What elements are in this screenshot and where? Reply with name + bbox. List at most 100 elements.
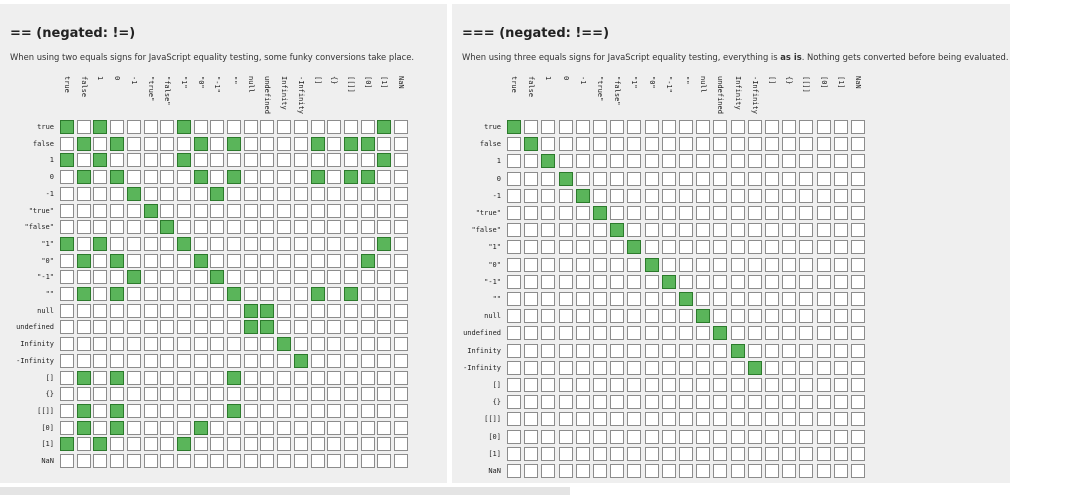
strict-cell — [507, 137, 521, 152]
strict-cell — [765, 309, 779, 324]
strict-cell — [627, 446, 642, 461]
strict-cell — [524, 171, 539, 186]
strict-cell — [799, 171, 814, 186]
strict-cell — [833, 274, 848, 289]
strict-cell — [713, 446, 728, 461]
loose-cell — [394, 420, 408, 435]
strict-cell — [747, 137, 762, 152]
strict-cell — [833, 223, 848, 238]
loose-cell — [93, 186, 108, 201]
loose-cell — [210, 253, 225, 268]
loose-cell — [343, 287, 358, 301]
loose-cell — [143, 253, 158, 268]
loose-cell — [243, 454, 258, 468]
loose-cell — [176, 153, 191, 168]
strict-cell — [851, 378, 865, 392]
loose-cell — [126, 420, 141, 435]
strict-cell — [782, 171, 797, 186]
strict-cell — [610, 412, 625, 427]
loose-cell — [377, 136, 392, 151]
strict-cell — [507, 154, 521, 169]
strict-cell — [558, 188, 573, 203]
loose-cell — [93, 320, 108, 335]
loose-cell — [394, 203, 408, 218]
loose-cell — [227, 120, 241, 134]
strict-equality-title: === (negated: !==) — [462, 26, 610, 41]
strict-row-label: "true" — [475, 209, 501, 217]
loose-cell — [76, 136, 91, 151]
strict-cell — [541, 223, 556, 238]
strict-cell — [610, 223, 625, 238]
strict-row-label: Infinity — [467, 346, 501, 355]
strict-cell — [507, 326, 521, 341]
strict-cell — [507, 412, 521, 427]
strict-cell — [833, 326, 848, 341]
strict-cell — [679, 464, 693, 478]
loose-cell — [277, 253, 292, 268]
loose-cell — [293, 153, 308, 168]
strict-col-label: null — [699, 76, 708, 93]
loose-cell — [343, 337, 358, 352]
loose-cell — [394, 170, 408, 185]
strict-cell — [696, 412, 711, 427]
loose-cell — [110, 203, 125, 218]
strict-cell — [575, 223, 590, 238]
loose-cell — [394, 387, 408, 402]
strict-cell — [765, 274, 779, 289]
loose-cell — [176, 136, 191, 151]
loose-row-label: [[]] — [37, 406, 54, 415]
loose-cell — [193, 454, 208, 468]
loose-cell — [126, 170, 141, 185]
strict-cell — [593, 274, 607, 289]
loose-cell — [193, 387, 208, 402]
strict-row-label: undefined — [463, 329, 501, 338]
strict-cell — [816, 309, 831, 324]
loose-cell — [293, 186, 308, 201]
loose-cell — [377, 403, 392, 418]
strict-cell — [679, 120, 693, 134]
loose-cell — [110, 454, 125, 468]
loose-cell — [160, 120, 175, 134]
strict-cell — [696, 292, 711, 306]
loose-cell — [76, 303, 91, 318]
strict-cell — [816, 120, 831, 134]
loose-cell — [160, 287, 175, 301]
loose-row-label: "0" — [41, 256, 54, 265]
strict-cell — [851, 188, 865, 203]
loose-cell — [260, 387, 275, 402]
horizontal-scrollbar[interactable] — [0, 487, 570, 495]
loose-cell — [93, 353, 108, 368]
strict-cell — [816, 464, 831, 478]
strict-cell — [747, 171, 762, 186]
strict-cell — [833, 446, 848, 461]
strict-cell — [524, 257, 539, 272]
strict-cell — [851, 257, 865, 272]
strict-cell — [541, 378, 556, 392]
strict-cell — [575, 154, 590, 169]
strict-cell — [644, 326, 659, 341]
loose-cell — [360, 320, 375, 335]
strict-cell — [696, 154, 711, 169]
strict-cell — [765, 154, 779, 169]
loose-cell — [110, 287, 125, 301]
strict-cell — [713, 292, 728, 306]
loose-cell — [360, 454, 375, 468]
loose-cell — [193, 403, 208, 418]
strict-cell — [730, 343, 745, 358]
strict-cell — [816, 137, 831, 152]
loose-cell — [193, 170, 208, 185]
strict-cell — [610, 240, 625, 255]
loose-cell — [310, 203, 325, 218]
strict-cell — [644, 137, 659, 152]
strict-cell — [524, 360, 539, 375]
strict-cell — [558, 429, 573, 444]
loose-cell — [110, 120, 125, 134]
strict-col-label: true — [510, 76, 518, 93]
loose-cell — [143, 303, 158, 318]
strict-cell — [644, 171, 659, 186]
strict-cell — [558, 206, 573, 220]
loose-cell — [176, 337, 191, 352]
strict-cell — [747, 378, 762, 392]
strict-cell — [558, 343, 573, 358]
loose-cell — [327, 420, 342, 435]
